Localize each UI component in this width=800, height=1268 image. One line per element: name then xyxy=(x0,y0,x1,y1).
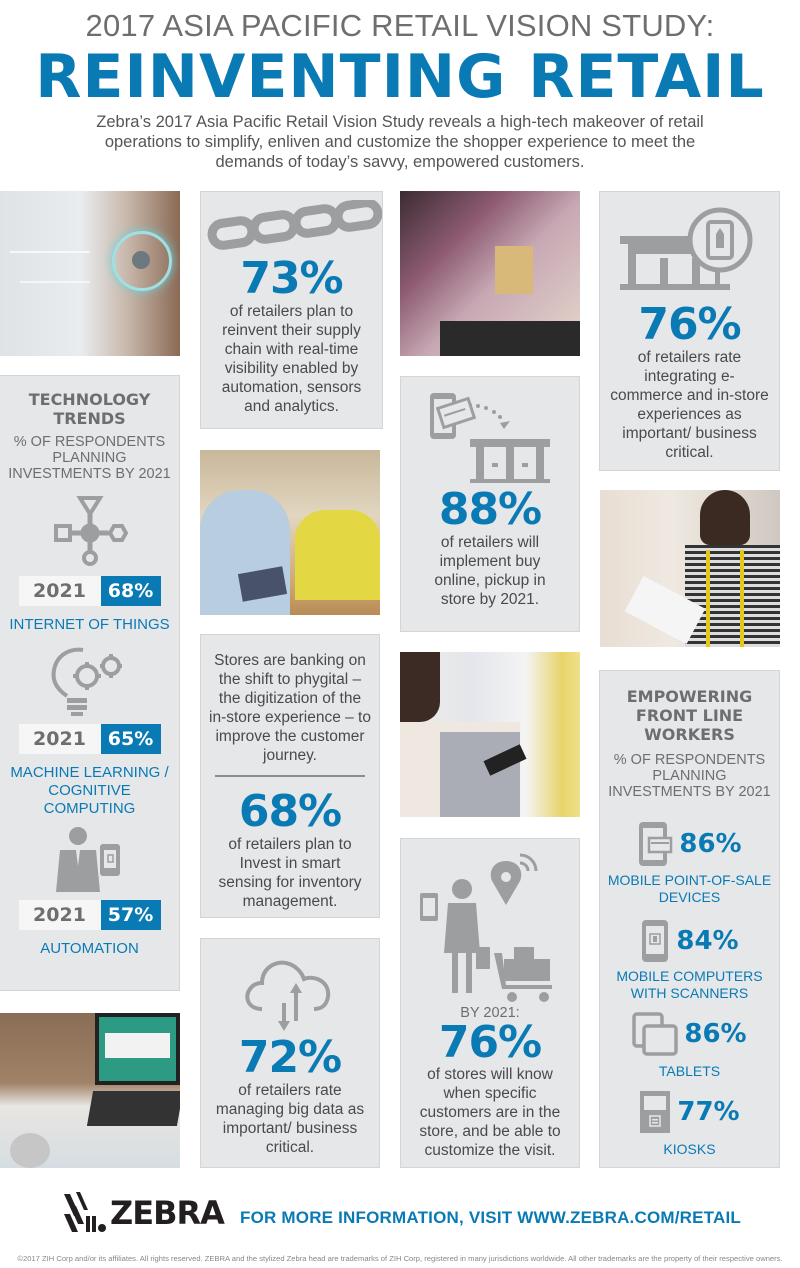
kiosk-icon xyxy=(639,1090,671,1134)
intro-text: Zebra’s 2017 Asia Pacific Retail Vision … xyxy=(96,113,704,171)
stat-value: 73% xyxy=(240,253,343,304)
header-subtitle: 2017 ASIA PACIFIC RETAIL VISION STUDY: xyxy=(85,8,715,43)
year-label: 2021 xyxy=(18,576,101,606)
section-subtitle: % OF RESPONDENTS PLANNING INVESTMENTS BY… xyxy=(608,752,771,800)
device-label: MOBILE COMPUTERS WITH SCANNERS xyxy=(616,968,763,1001)
trend-label: MACHINE LEARNING / COGNITIVE COMPUTING xyxy=(10,764,169,817)
device-percent: 86% xyxy=(684,1019,747,1049)
year-value-badge: 2021 57% xyxy=(16,900,164,930)
device-stat-row: 86% xyxy=(600,1012,779,1056)
stat-value: 88% xyxy=(438,484,542,535)
device-label: MOBILE POINT-OF-SALE DEVICES xyxy=(607,872,772,905)
year-value-badge: 2021 65% xyxy=(16,724,164,754)
stat-card-customer-aware: BY 2021: 76% of stores will know when sp… xyxy=(400,838,580,1168)
worker-device-icon xyxy=(0,826,179,892)
trend-label: INTERNET OF THINGS xyxy=(9,616,170,633)
stat-value: 72% xyxy=(238,1032,342,1083)
scanner-icon xyxy=(640,918,670,964)
stat-description: of retailers plan to reinvent their supp… xyxy=(221,303,362,415)
page-title: REINVENTING RETAIL xyxy=(35,42,765,112)
more-info-link[interactable]: FOR MORE INFORMATION, VISIT WWW.ZEBRA.CO… xyxy=(240,1208,741,1227)
stat-prefix: BY 2021: xyxy=(460,1005,520,1021)
stat-card-big-data: 72% of retailers rate managing big data … xyxy=(200,938,380,1168)
percent-value: 57% xyxy=(100,900,161,930)
zebra-head-icon xyxy=(64,1192,106,1232)
tablet-icon xyxy=(632,1012,679,1056)
legal-text: ©2017 ZIH Corp and/or its affiliates. Al… xyxy=(17,1254,783,1263)
iot-icon xyxy=(0,496,179,566)
stat-value: 76% xyxy=(638,299,741,350)
mobile-pos-icon xyxy=(637,820,673,868)
photo-ar-woman xyxy=(0,191,180,356)
front-line-workers-panel: EMPOWERING FRONT LINE WORKERS % OF RESPO… xyxy=(599,670,780,1168)
photo-laptop-shopper xyxy=(0,1013,180,1168)
phygital-intro: Stores are banking on the shift to phygi… xyxy=(209,652,371,764)
stat-card-phygital: Stores are banking on the shift to phygi… xyxy=(200,634,380,918)
year-label: 2021 xyxy=(18,724,101,754)
stat-card-supply-chain: 73% of retailers plan to reinvent their … xyxy=(200,191,383,429)
device-percent: 84% xyxy=(676,926,739,956)
year-label: 2021 xyxy=(18,900,101,930)
section-title: TECHNOLOGY TRENDS xyxy=(28,390,151,428)
photo-clothing-scan xyxy=(400,652,580,817)
stat-card-ecommerce: 76% of retailers rate integrating e-comm… xyxy=(599,191,780,471)
device-stat-row: 86% xyxy=(600,820,779,868)
stat-description: of retailers plan to Invest in smart sen… xyxy=(218,836,362,910)
trend-label: AUTOMATION xyxy=(40,940,139,957)
zebra-logo[interactable]: ZEBRA xyxy=(62,1190,225,1240)
stat-value: 76% xyxy=(438,1017,542,1068)
device-stat-row: 84% xyxy=(600,918,779,964)
store-phone-icon xyxy=(600,206,779,296)
lightbulb-gears-icon xyxy=(0,644,179,718)
stat-description: of retailers will implement buy online, … xyxy=(434,534,546,608)
device-stat-row: 77% xyxy=(600,1090,779,1134)
stat-card-bopis: 88% of retailers will implement buy onli… xyxy=(400,376,580,632)
section-title: EMPOWERING FRONT LINE WORKERS xyxy=(626,687,753,744)
stat-description: of retailers rate integrating e-commerce… xyxy=(610,349,769,461)
section-subtitle: % OF RESPONDENTS PLANNING INVESTMENTS BY… xyxy=(8,434,171,482)
chain-icon xyxy=(201,200,382,250)
brand-name: ZEBRA xyxy=(110,1194,225,1232)
year-value-badge: 2021 68% xyxy=(16,576,164,606)
cloud-icon xyxy=(201,953,379,1033)
percent-value: 65% xyxy=(100,724,161,754)
photo-shop-counter xyxy=(400,191,580,356)
device-percent: 86% xyxy=(679,829,742,859)
stat-value: 68% xyxy=(238,786,342,837)
device-percent: 77% xyxy=(677,1097,740,1127)
percent-value: 68% xyxy=(100,576,161,606)
photo-warehouse-workers xyxy=(200,450,380,615)
photo-tailor-phone xyxy=(600,490,780,647)
shopper-icon xyxy=(401,853,579,1003)
device-label: TABLETS xyxy=(658,1063,721,1079)
divider xyxy=(215,775,365,777)
stat-description: of stores will know when specific custom… xyxy=(419,1066,561,1159)
stat-description: of retailers rate managing big data as i… xyxy=(215,1082,365,1156)
technology-trends-panel: TECHNOLOGY TRENDS % OF RESPONDENTS PLANN… xyxy=(0,375,180,991)
device-label: KIOSKS xyxy=(663,1141,716,1157)
phone-to-store-icon xyxy=(401,393,579,485)
